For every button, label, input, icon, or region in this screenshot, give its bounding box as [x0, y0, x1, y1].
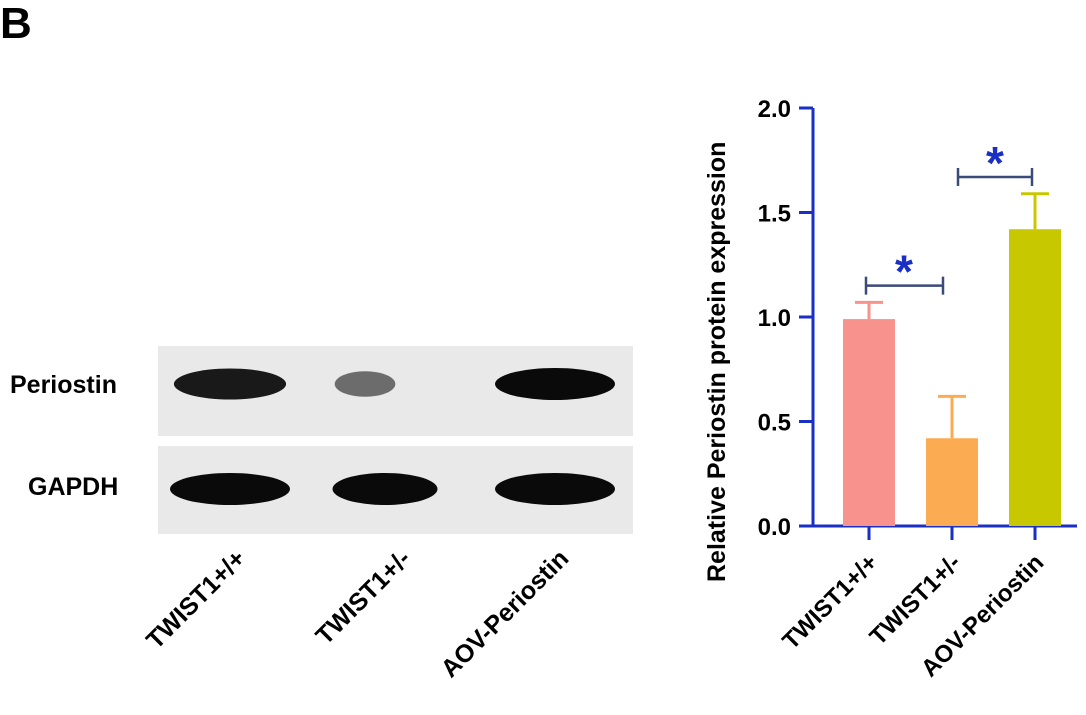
significance-markers: **: [864, 137, 1034, 298]
bar: [1009, 229, 1061, 526]
y-axis: 0.0 0.5 1.0 1.5 2.0: [758, 96, 815, 541]
blot-bands: [170, 368, 615, 505]
blot-band-0-0: [173, 368, 287, 400]
y-tick-label: 2.0: [758, 96, 791, 123]
blot-lane-labels: TWIST1+/+ TWIST1+/- AOV-Periostin: [141, 544, 574, 683]
blot-band-0-2: [495, 368, 615, 400]
blot-lane-label: TWIST1+/+: [141, 544, 251, 654]
x-tick-label: TWIST1+/+: [777, 549, 883, 655]
significance-star: *: [895, 246, 913, 298]
blot-band-1-1: [332, 473, 438, 505]
blot-band-0-1: [334, 371, 396, 397]
x-axis: TWIST1+/+TWIST1+/-AOV-Periostin: [777, 524, 1077, 682]
blot-row-label-gapdh: GAPDH: [28, 473, 118, 501]
bar: [926, 438, 978, 526]
blot-row-label-periostin: Periostin: [10, 371, 117, 399]
y-axis-title: Relative Periostin protein expression: [703, 142, 731, 582]
y-tick-label: 1.5: [758, 201, 791, 228]
bar-chart: Relative Periostin protein expression 0.…: [703, 96, 1077, 682]
western-blot: Periostin GAPDH TWIST1+/+ TWIST1+/- AOV-Pe…: [10, 346, 633, 683]
blot-lane-label: TWIST1+/-: [310, 544, 416, 650]
panel-label: B: [0, 0, 32, 48]
blot-band-1-2: [495, 473, 615, 505]
y-tick-label: 0.5: [758, 410, 791, 437]
y-tick-label: 1.0: [758, 305, 791, 332]
blot-lane-label: AOV-Periostin: [436, 544, 575, 683]
y-tick-label: 0.0: [758, 514, 791, 541]
blot-band-1-0: [170, 473, 290, 505]
bar: [843, 319, 895, 526]
bar-series: [843, 192, 1061, 526]
significance-star: *: [986, 137, 1004, 189]
